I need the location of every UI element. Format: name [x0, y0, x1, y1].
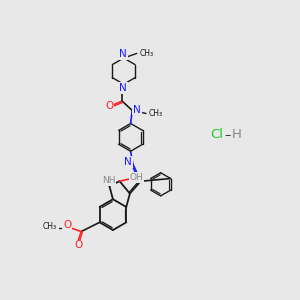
Text: N: N: [119, 49, 127, 59]
Text: NH: NH: [102, 176, 115, 185]
Text: CH₃: CH₃: [140, 49, 154, 58]
Text: CH₃: CH₃: [149, 109, 163, 118]
Text: CH₃: CH₃: [42, 223, 56, 232]
Text: Cl: Cl: [210, 128, 224, 141]
Text: O: O: [75, 240, 83, 250]
Text: H: H: [232, 128, 242, 141]
Text: N: N: [119, 83, 127, 93]
Text: –: –: [224, 129, 231, 142]
Text: N: N: [124, 157, 132, 167]
Text: N: N: [133, 105, 141, 115]
Text: OH: OH: [130, 173, 143, 182]
Text: O: O: [105, 101, 113, 111]
Text: O: O: [63, 220, 71, 230]
